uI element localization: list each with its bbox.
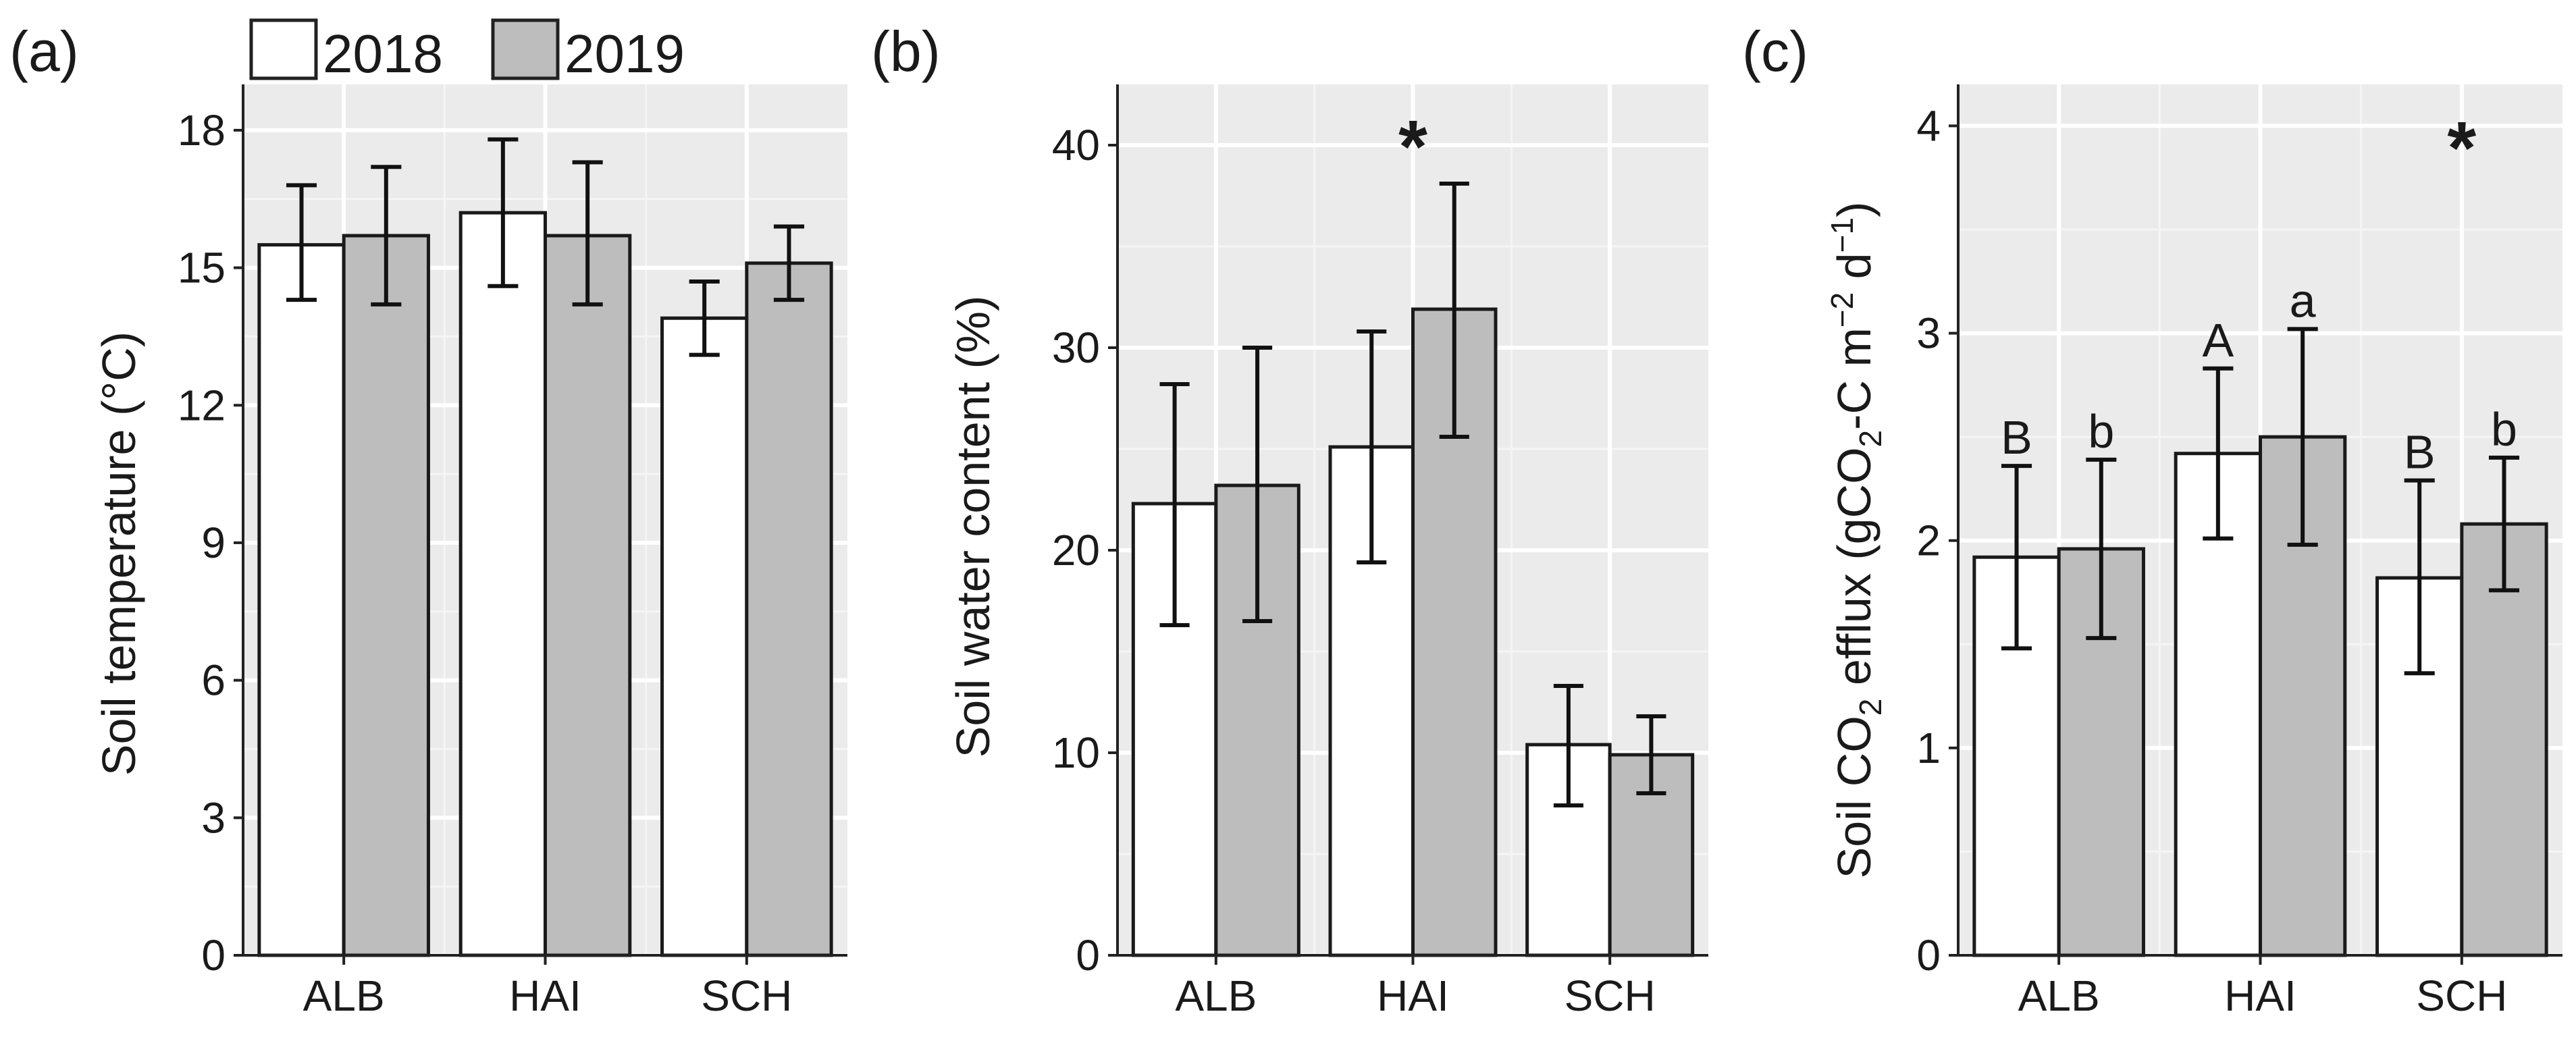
y-tick-label: 3 <box>1916 309 1941 358</box>
y-tick-label: 30 <box>1052 323 1100 372</box>
x-tick-label-SCH: SCH <box>701 971 792 1020</box>
ylabel-part-mid2: -C m <box>1828 327 1881 430</box>
x-tick-label-ALB: ALB <box>2018 971 2100 1020</box>
ylabel-part-sup2: −1 <box>1824 217 1860 252</box>
y-tick-label: 0 <box>201 931 226 980</box>
ylabel-part-pre: Soil CO <box>1828 716 1881 878</box>
legend-swatch-2019 <box>491 18 560 80</box>
significance-star: * <box>2447 107 2476 190</box>
legend-label-2019: 2019 <box>564 24 685 84</box>
panel-b-label: (b) <box>871 20 941 83</box>
x-tick-label-HAI: HAI <box>1377 971 1449 1020</box>
x-tick-label-SCH: SCH <box>2416 971 2507 1020</box>
x-tick-label-SCH: SCH <box>1565 971 1656 1020</box>
legend-label-2018: 2018 <box>323 24 443 84</box>
legend-swatch-2018 <box>249 18 318 80</box>
y-tick-label: 12 <box>178 381 226 429</box>
panel-b: (b) Soil water content (%) * 0 10 20 30 40 ALB… <box>871 20 1708 1020</box>
ylabel-part-mid3: d <box>1828 252 1881 292</box>
x-tick-label-ALB: ALB <box>1175 971 1257 1020</box>
ylabel-part-sup1: −2 <box>1824 292 1860 327</box>
bar-2019-SCH <box>745 261 833 957</box>
y-tick-label: 1 <box>1916 724 1941 772</box>
bar-2018-HAI <box>458 211 548 957</box>
significance-letter: a <box>2290 274 2316 327</box>
y-tick-label: 6 <box>201 656 226 705</box>
panel-a-ylabel: Soil temperature (°C) <box>93 331 145 776</box>
panel-c-label: (c) <box>1742 20 1808 83</box>
y-tick-label: 15 <box>178 244 226 292</box>
bar-2018-SCH <box>660 316 749 957</box>
ylabel-part-mid: efflux (gCO <box>1828 447 1881 698</box>
significance-letter: b <box>2088 405 2114 458</box>
y-tick-label: 0 <box>1916 931 1941 980</box>
y-tick-label: 20 <box>1052 526 1100 575</box>
y-tick-label: 18 <box>178 106 226 155</box>
y-tick-label: 40 <box>1052 121 1100 169</box>
y-tick-label: 2 <box>1916 516 1941 565</box>
significance-letter: B <box>2001 411 2032 464</box>
bar-2019-HAI <box>544 234 632 957</box>
panel-a-label: (a) <box>9 20 79 83</box>
panel-c-ylabel: Soil CO2 efflux (gCO2-C m−2 d−1) <box>1824 202 1888 879</box>
panel-b-ylabel: Soil water content (%) <box>947 296 999 758</box>
x-tick-label-ALB: ALB <box>303 971 385 1020</box>
panel-a: (a) Soil temperature (°C) 0 3 6 9 12 15 18 ALB H… <box>9 20 847 1020</box>
y-tick-label: 4 <box>1916 101 1941 150</box>
bar-2019-ALB <box>342 234 430 957</box>
significance-letter: b <box>2491 403 2517 456</box>
ylabel-part-sub1: 2 <box>1853 699 1888 716</box>
ylabel-part-post: ) <box>1828 202 1881 217</box>
significance-letter: B <box>2404 426 2436 479</box>
significance-letter: A <box>2202 314 2234 367</box>
x-tick-label-HAI: HAI <box>2224 971 2296 1020</box>
significance-star: * <box>1398 105 1427 188</box>
y-tick-label: 3 <box>201 793 226 842</box>
y-tick-label: 10 <box>1052 728 1100 777</box>
legend: 2018 2019 <box>249 18 685 84</box>
ylabel-part-sub2: 2 <box>1853 430 1888 448</box>
bar-2018-ALB <box>257 243 346 957</box>
y-tick-label: 9 <box>201 518 226 567</box>
x-tick-label-HAI: HAI <box>509 971 581 1020</box>
y-tick-label: 0 <box>1076 931 1100 980</box>
